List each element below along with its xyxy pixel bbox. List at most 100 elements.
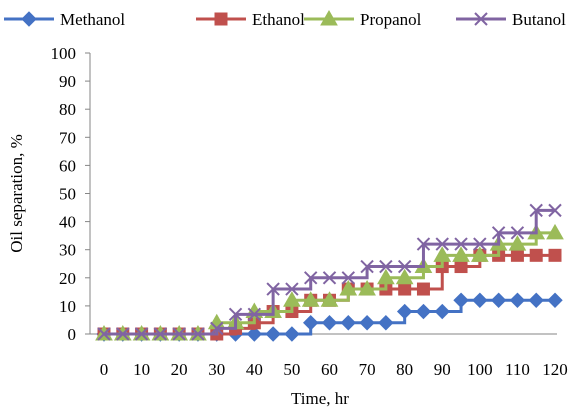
data-point: [473, 237, 487, 251]
data-point: [97, 327, 111, 341]
x-marker-stroke: [97, 327, 111, 341]
x-marker-stroke: [153, 327, 168, 341]
y-tick-label: 0: [68, 325, 77, 344]
y-axis-label: Oil separation, %: [7, 134, 26, 253]
x-marker-stroke: [474, 12, 488, 26]
x-marker-stroke: [416, 237, 431, 251]
legend-label: Propanol: [360, 10, 422, 29]
x-marker-stroke: [529, 203, 543, 218]
x-marker-stroke: [116, 327, 130, 341]
legend-label: Ethanol: [252, 10, 305, 29]
data-point: [434, 303, 450, 320]
y-tick-label: 10: [59, 297, 76, 316]
data-point: [548, 248, 562, 262]
data-point: [528, 292, 544, 308]
data-point: [378, 315, 394, 331]
x-marker-stroke: [379, 259, 393, 274]
x-tick-label: 50: [283, 360, 300, 379]
legend-marker: [474, 12, 488, 26]
chart-legend: Methanol Ethanol Propanol Butanol: [4, 9, 566, 29]
legend-entry-ethanol: Ethanol: [196, 10, 305, 29]
data-point: [454, 260, 468, 274]
y-tick-label: 80: [59, 100, 76, 119]
data-point: [340, 315, 356, 331]
data-point: [360, 259, 374, 274]
data-point: [548, 203, 562, 218]
data-point: [301, 291, 320, 307]
data-point: [454, 237, 468, 251]
x-tick-label: 30: [208, 360, 225, 379]
data-point: [303, 315, 319, 331]
x-marker-stroke: [247, 307, 262, 322]
x-axis-ticks: 0 10 20 30 40 50 60 70 80 90 100 110 120: [100, 360, 568, 379]
x-marker-stroke: [228, 307, 243, 322]
data-point: [304, 271, 318, 285]
x-marker-stroke: [304, 271, 318, 285]
data-point: [210, 321, 224, 336]
legend-marker: [214, 12, 228, 26]
data-point: [172, 327, 186, 341]
data-point: [377, 268, 395, 285]
data-point: [283, 291, 301, 307]
data-point: [321, 315, 338, 331]
data-point: [490, 292, 507, 308]
data-point: [415, 303, 432, 320]
x-marker-stroke: [473, 237, 487, 251]
y-tick-label: 60: [59, 156, 76, 175]
x-tick-label: 120: [542, 360, 568, 379]
data-point: [395, 268, 414, 285]
legend-entry-propanol: Propanol: [304, 9, 422, 29]
x-marker-stroke: [510, 226, 525, 240]
data-point: [320, 291, 339, 307]
plot-area: [89, 53, 557, 335]
data-point: [153, 327, 168, 341]
x-axis-label: Time, hr: [291, 389, 349, 408]
x-marker-stroke: [210, 321, 224, 336]
legend-entry-methanol: Methanol: [4, 10, 125, 29]
y-tick-label: 90: [59, 72, 76, 91]
y-tick-label: 50: [59, 185, 76, 204]
series-butanol: [97, 203, 562, 341]
data-point: [472, 292, 488, 308]
x-tick-label: 40: [246, 360, 263, 379]
data-point: [116, 327, 130, 341]
y-tick-label: 70: [59, 128, 76, 147]
data-point: [322, 271, 337, 285]
legend-label: Butanol: [512, 10, 566, 29]
data-point: [529, 248, 543, 262]
x-marker-stroke: [360, 259, 374, 274]
x-marker-stroke: [397, 259, 412, 274]
data-point: [358, 280, 376, 296]
data-point: [452, 246, 470, 262]
data-point: [397, 259, 412, 274]
x-marker-stroke: [134, 327, 149, 341]
x-marker-stroke: [285, 282, 299, 296]
x-tick-label: 90: [434, 360, 451, 379]
y-tick-label: 40: [59, 213, 76, 232]
legend-label: Methanol: [60, 10, 125, 29]
legend-marker: [21, 11, 37, 27]
data-point: [510, 226, 525, 240]
legend-marker: [320, 9, 338, 26]
data-point: [435, 237, 449, 251]
data-point: [265, 326, 281, 342]
x-tick-label: 0: [100, 360, 109, 379]
data-point: [433, 246, 452, 262]
x-tick-label: 10: [133, 360, 150, 379]
x-marker-stroke: [435, 237, 449, 251]
x-tick-label: 110: [505, 360, 530, 379]
x-marker-stroke: [266, 282, 280, 296]
data-point: [341, 271, 355, 285]
x-marker-stroke: [341, 271, 355, 285]
x-tick-label: 60: [321, 360, 338, 379]
data-point: [285, 282, 299, 296]
data-point: [416, 237, 431, 251]
data-point: [396, 303, 413, 320]
data-point: [339, 280, 358, 296]
data-point: [416, 282, 430, 296]
data-point: [491, 226, 506, 240]
data-point: [546, 223, 564, 240]
x-tick-label: 20: [171, 360, 188, 379]
legend-entry-butanol: Butanol: [456, 10, 566, 29]
